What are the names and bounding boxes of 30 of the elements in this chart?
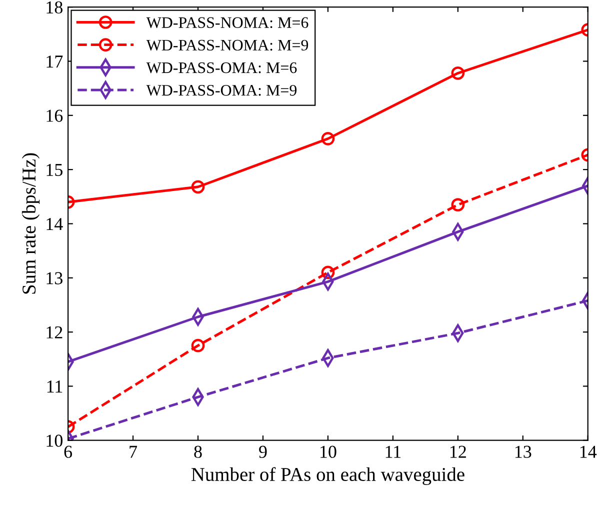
x-tick-label: 6 (64, 446, 72, 458)
x-tick-label: 9 (259, 446, 267, 458)
y-tick-label: 18 (46, 1, 62, 14)
legend-label: WD-PASS-NOMA: M=6 (146, 17, 308, 28)
point (321, 266, 335, 280)
y-tick-label: 17 (46, 56, 63, 68)
legend-label: WD-PASS-NOMA: M=9 (146, 40, 308, 51)
y-tick-label: 11 (47, 380, 62, 392)
point (321, 132, 335, 146)
y-tick-label: 16 (46, 110, 63, 122)
y-axis-title: Sum rate (bps/Hz) (22, 153, 40, 294)
y-tick-label: 14 (46, 218, 63, 230)
point (191, 338, 205, 352)
y-tick-label: 12 (46, 326, 62, 338)
y-tick-label: 10 (46, 434, 62, 447)
legend-label: WD-PASS-OMA: M=9 (146, 84, 297, 96)
x-tick-label: 14 (580, 446, 597, 458)
point (451, 198, 465, 212)
point (191, 180, 205, 194)
x-tick-label: 7 (130, 446, 138, 458)
x-axis-title: Number of PAs on each waveguide (191, 467, 464, 486)
x-tick-label: 8 (194, 446, 202, 458)
x-tick-label: 12 (450, 446, 466, 458)
x-tick-label: 10 (320, 446, 336, 458)
x-tick-label: 13 (515, 446, 532, 458)
y-tick-label: 13 (46, 272, 62, 284)
point (451, 66, 465, 80)
x-tick-label: 11 (386, 446, 401, 458)
y-tick-label: 15 (46, 164, 62, 176)
legend-label: WD-PASS-OMA: M=6 (146, 62, 297, 74)
